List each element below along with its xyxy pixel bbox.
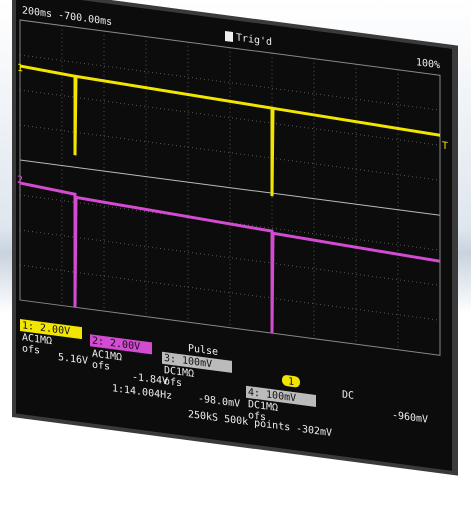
ch1-coupling: AC1MΩ [22, 332, 52, 347]
ch2-offset: -1.84V [132, 372, 168, 388]
screen: 200ms -700.00ms Trig'd 100% 1 2 T 1: 2.0… [12, 0, 458, 476]
ch4-offset: -302mV [296, 423, 332, 439]
ch3-coupling: DC1MΩ [164, 365, 194, 380]
ch1-offset: 5.16V [58, 352, 88, 367]
ch3-ofs: ofs [164, 376, 182, 389]
ch2-coupling: AC1MΩ [92, 349, 122, 364]
ch4-coupling: DC1MΩ [248, 399, 278, 414]
trigger-level: -960mV [392, 410, 428, 426]
zoom: 100% [416, 57, 440, 71]
trigger-state: Trig'd [236, 32, 272, 48]
ch2-ofs: ofs [92, 360, 110, 373]
trigger-coupling: DC [342, 389, 354, 402]
ch1-ofs: ofs [22, 343, 40, 356]
trigger-level-marker: T [442, 141, 448, 153]
trigger-type: Pulse [188, 343, 218, 358]
trace-ch2 [20, 181, 440, 334]
display [16, 0, 452, 471]
trigger-source: 1 [288, 376, 294, 388]
trace-ch1 [20, 64, 440, 197]
ch4-ofs: ofs [248, 410, 266, 423]
ch1-marker: 1 [17, 63, 23, 75]
ch2-marker: 2 [17, 175, 23, 187]
grid [19, 19, 441, 356]
